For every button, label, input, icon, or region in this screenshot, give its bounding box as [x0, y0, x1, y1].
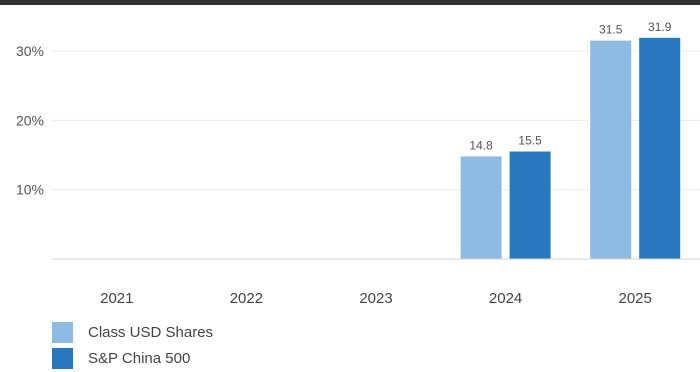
data-label: 15.5 [518, 134, 542, 148]
x-tick-label-2023: 2023 [359, 290, 392, 307]
x-tick-label-2024: 2024 [489, 290, 522, 307]
bar-2025-series-1 [639, 37, 681, 260]
legend-swatch-class-usd-shares [52, 321, 73, 343]
data-label: 14.8 [469, 138, 493, 152]
legend: Class USD Shares S&P China 500 [52, 320, 213, 372]
bar-2024-series-0 [460, 156, 502, 259]
bar-chart: 10%20%30% 2021 2022 2023 2024 2025 14.831.51… [16, 20, 700, 307]
data-label: 31.9 [648, 20, 672, 34]
y-axis-ticks: 10% 20% 30% [16, 43, 44, 198]
y-tick-label: 10% [16, 182, 44, 198]
legend-item-class-usd-shares: Class USD Shares [52, 320, 213, 344]
x-tick-label-2021: 2021 [100, 290, 133, 307]
bar-2025-series-0 [590, 40, 632, 259]
bar-2024-series-1 [509, 151, 551, 259]
y-tick-label: 20% [16, 112, 44, 128]
data-label: 31.5 [599, 23, 623, 37]
top-border [0, 0, 700, 5]
legend-swatch-sp-china-500 [52, 347, 73, 369]
x-axis-ticks: 2021 2022 2023 2024 2025 [100, 290, 652, 307]
x-tick-label-2022: 2022 [230, 290, 263, 307]
legend-label-class-usd-shares: Class USD Shares [88, 323, 214, 341]
data-labels: 14.8 31.5 15.5 31.9 [469, 20, 671, 153]
legend-label-sp-china-500: S&P China 500 [88, 349, 191, 367]
y-tick-label: 30% [16, 43, 44, 59]
legend-item-sp-china-500: S&P China 500 [52, 346, 213, 370]
bars [460, 37, 681, 260]
x-tick-label-2025: 2025 [619, 290, 652, 307]
